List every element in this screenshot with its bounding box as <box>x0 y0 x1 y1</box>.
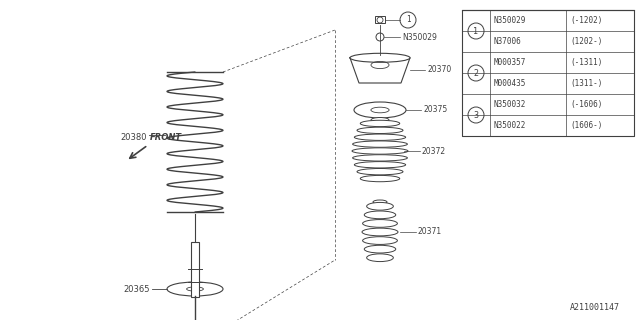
Text: 20365: 20365 <box>124 284 150 293</box>
Text: 20380: 20380 <box>120 132 147 141</box>
FancyBboxPatch shape <box>462 10 634 136</box>
Text: (-1202): (-1202) <box>570 16 602 25</box>
Text: A211001147: A211001147 <box>570 303 620 312</box>
Text: 20370: 20370 <box>427 66 451 75</box>
Text: N350032: N350032 <box>494 100 526 109</box>
Text: M000435: M000435 <box>494 79 526 88</box>
Text: 1: 1 <box>474 27 479 36</box>
Ellipse shape <box>353 141 408 147</box>
Text: (-1311): (-1311) <box>570 58 602 67</box>
Text: N350022: N350022 <box>494 121 526 130</box>
Ellipse shape <box>357 169 403 175</box>
Ellipse shape <box>362 228 398 236</box>
Ellipse shape <box>352 148 408 154</box>
Ellipse shape <box>354 102 406 118</box>
Text: N37006: N37006 <box>494 37 522 46</box>
Text: (-1606): (-1606) <box>570 100 602 109</box>
Ellipse shape <box>353 155 408 161</box>
Text: FRONT: FRONT <box>150 133 182 142</box>
Ellipse shape <box>363 237 397 244</box>
Text: N350029: N350029 <box>402 33 437 42</box>
Ellipse shape <box>355 162 406 168</box>
Ellipse shape <box>357 127 403 133</box>
Ellipse shape <box>371 117 389 123</box>
Ellipse shape <box>360 120 400 127</box>
Polygon shape <box>350 58 410 83</box>
FancyBboxPatch shape <box>375 16 385 23</box>
Text: N350029: N350029 <box>494 16 526 25</box>
Text: M000357: M000357 <box>494 58 526 67</box>
Ellipse shape <box>364 245 396 253</box>
Ellipse shape <box>355 134 406 140</box>
Ellipse shape <box>373 200 387 204</box>
Text: 20375: 20375 <box>423 106 447 115</box>
Ellipse shape <box>363 220 397 227</box>
Text: 3: 3 <box>474 110 479 119</box>
Ellipse shape <box>360 175 400 182</box>
FancyBboxPatch shape <box>191 242 199 297</box>
Ellipse shape <box>367 254 394 261</box>
Text: (1202-): (1202-) <box>570 37 602 46</box>
Text: (1606-): (1606-) <box>570 121 602 130</box>
Ellipse shape <box>350 53 410 62</box>
Text: (1311-): (1311-) <box>570 79 602 88</box>
Text: 2: 2 <box>474 68 479 77</box>
Text: 20371: 20371 <box>418 228 442 236</box>
Text: 1: 1 <box>406 15 410 25</box>
Text: 20372: 20372 <box>422 147 446 156</box>
Ellipse shape <box>367 203 394 210</box>
Ellipse shape <box>364 211 396 219</box>
